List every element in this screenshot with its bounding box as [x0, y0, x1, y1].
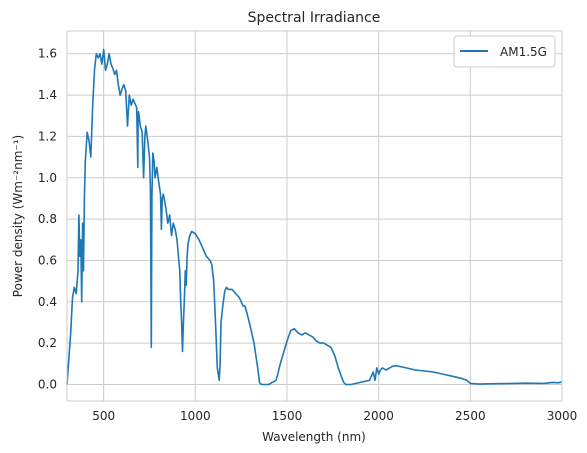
series-line-group	[66, 48, 563, 386]
y-tick-label: 0.4	[38, 295, 57, 309]
x-tick-label: 500	[92, 409, 115, 423]
legend-label-am15g: AM1.5G	[500, 45, 547, 59]
legend-box	[453, 35, 556, 68]
x-axis-label: Wavelength (nm)	[262, 430, 366, 444]
x-tick-label: 2000	[363, 409, 394, 423]
x-tick-label: 1000	[180, 409, 211, 423]
y-tick-label: 1.0	[38, 171, 57, 185]
y-tick-label: 1.4	[38, 88, 57, 102]
chart-title: Spectral Irradiance	[248, 10, 381, 26]
y-tick-label: 1.2	[38, 129, 57, 143]
y-tick-label: 0.2	[38, 336, 57, 350]
x-tick-labels: 500 1000 1500 2000 2500 3000	[92, 409, 577, 423]
legend: AM1.5G	[453, 35, 556, 68]
x-tick-label: 3000	[547, 409, 578, 423]
y-axis-label: Power density (Wm⁻²nm⁻¹)	[11, 135, 25, 297]
x-tick-label: 2500	[455, 409, 486, 423]
y-tick-labels: 0.0 0.2 0.4 0.6 0.8 1.0 1.2 1.4 1.6	[38, 47, 57, 392]
y-tick-label: 0.8	[38, 212, 57, 226]
series-line-am15g	[66, 48, 563, 386]
y-tick-label: 0.0	[38, 377, 57, 391]
y-tick-label: 1.6	[38, 47, 57, 61]
x-tick-label: 1500	[272, 409, 303, 423]
plot-frame	[66, 30, 563, 402]
y-tick-label: 0.6	[38, 253, 57, 267]
